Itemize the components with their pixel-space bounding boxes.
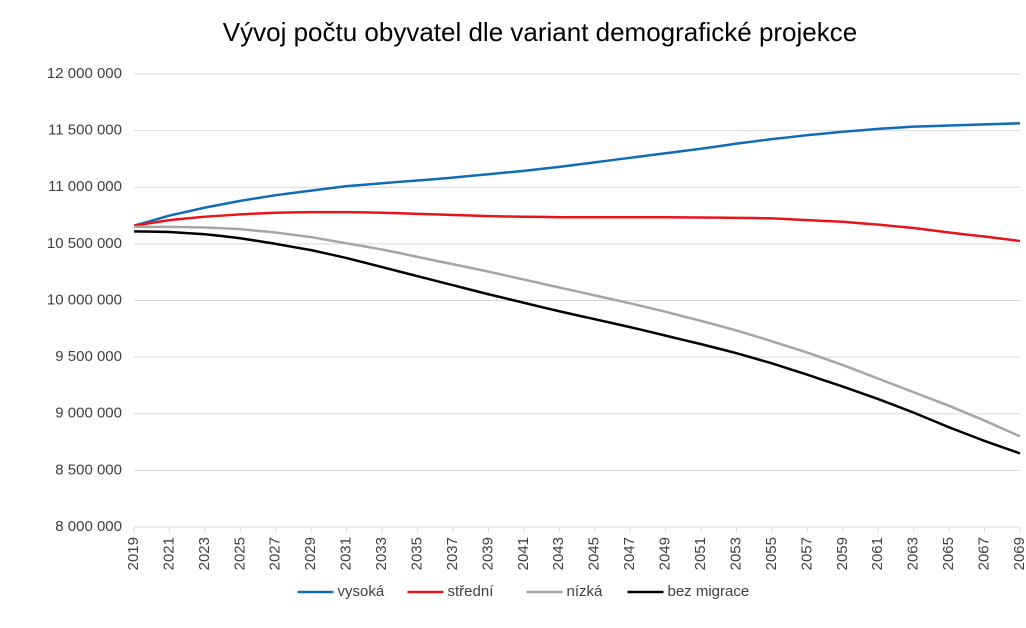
x-tick-label: 2043 (550, 537, 567, 570)
x-tick-label: 2029 (302, 537, 319, 570)
x-tick-label: 2051 (692, 537, 709, 570)
y-tick-label: 9 000 000 (55, 405, 122, 422)
y-tick-label: 10 500 000 (47, 235, 122, 252)
y-tick-label: 8 500 000 (55, 461, 122, 478)
x-tick-label: 2031 (338, 537, 355, 570)
legend-label: nízká (567, 583, 604, 600)
x-tick-label: 2057 (798, 537, 815, 570)
series-line (133, 210, 1021, 243)
chart-title: Vývoj počtu obyvatel dle variant demogra… (223, 17, 857, 47)
x-tick-label: 2039 (479, 537, 496, 570)
series-line (134, 225, 1021, 438)
x-tick-label: 2055 (763, 537, 780, 570)
x-tick-label: 2047 (621, 537, 638, 570)
y-tick-label: 10 000 000 (47, 291, 122, 308)
series-line (133, 230, 1021, 455)
x-tick-label: 2063 (905, 537, 922, 570)
y-tick-label: 8 000 000 (55, 518, 122, 535)
series-line (133, 122, 1021, 227)
y-tick-label: 9 500 000 (55, 348, 122, 365)
x-tick-label: 2033 (373, 537, 390, 570)
legend-label: střední (448, 583, 495, 600)
x-tick-label: 2061 (869, 537, 886, 570)
x-tick-label: 2059 (834, 537, 851, 570)
x-tick-label: 2037 (444, 537, 461, 570)
x-tick-label: 2049 (657, 537, 674, 570)
x-tick-label: 2023 (196, 537, 213, 570)
y-tick-label: 11 000 000 (48, 178, 122, 195)
legend-label: vysoká (338, 583, 385, 600)
y-tick-label: 12 000 000 (47, 65, 122, 82)
x-tick-label: 2019 (125, 537, 142, 570)
x-tick-label: 2067 (976, 537, 993, 570)
x-tick-label: 2045 (586, 537, 603, 570)
x-tick-label: 2027 (267, 537, 284, 570)
x-tick-label: 2035 (408, 537, 425, 570)
y-tick-label: 11 500 000 (48, 122, 122, 139)
x-tick-label: 2041 (515, 537, 532, 570)
x-tick-label: 2069 (1011, 537, 1026, 570)
x-tick-label: 2025 (231, 537, 248, 570)
legend-label: bez migrace (668, 583, 750, 600)
x-tick-label: 2065 (940, 537, 957, 570)
x-tick-label: 2021 (160, 537, 177, 570)
x-tick-label: 2053 (727, 537, 744, 570)
